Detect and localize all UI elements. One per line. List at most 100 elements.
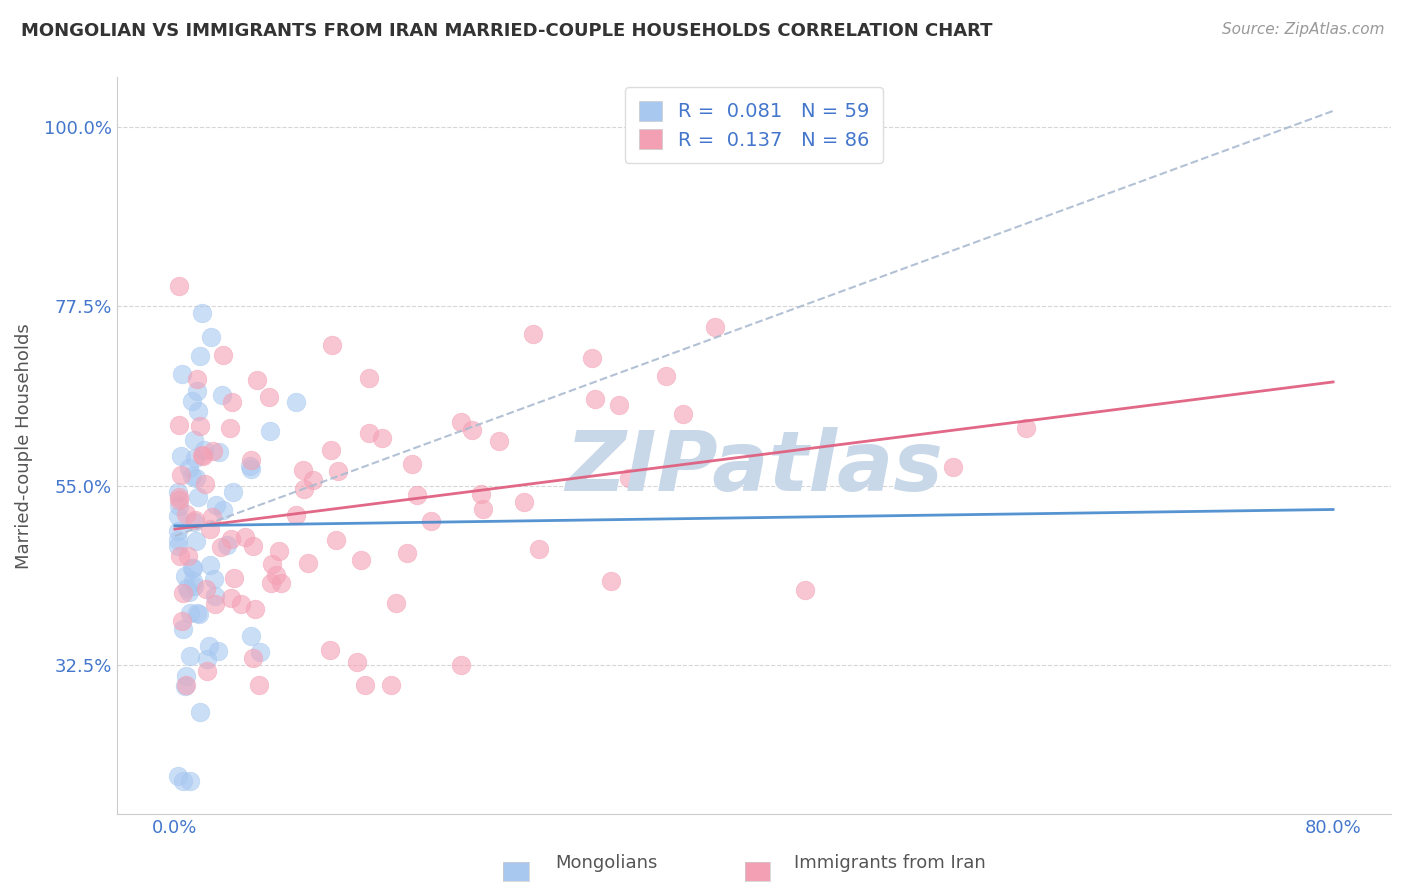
- Point: [186, 384, 208, 399]
- Point: [231, 597, 253, 611]
- Point: [188, 705, 211, 719]
- Point: [167, 524, 190, 538]
- Point: [219, 421, 242, 435]
- Point: [212, 503, 235, 517]
- Point: [259, 424, 281, 438]
- Point: [243, 602, 266, 616]
- Point: [420, 514, 443, 528]
- Point: [188, 349, 211, 363]
- Point: [200, 329, 222, 343]
- Point: [522, 326, 544, 341]
- Point: [260, 576, 283, 591]
- Point: [172, 773, 194, 788]
- Point: [183, 434, 205, 448]
- Point: [321, 338, 343, 352]
- Point: [176, 678, 198, 692]
- Legend: R =  0.081   N = 59, R =  0.137   N = 86: R = 0.081 N = 59, R = 0.137 N = 86: [626, 87, 883, 163]
- Point: [183, 515, 205, 529]
- Point: [249, 645, 271, 659]
- Point: [460, 423, 482, 437]
- Point: [285, 394, 308, 409]
- Point: [270, 576, 292, 591]
- Point: [167, 418, 190, 433]
- Point: [472, 502, 495, 516]
- Point: [167, 490, 190, 504]
- Point: [239, 459, 262, 474]
- Point: [704, 320, 727, 334]
- Point: [321, 442, 343, 457]
- Point: [297, 557, 319, 571]
- Point: [166, 769, 188, 783]
- Point: [166, 539, 188, 553]
- Point: [328, 464, 350, 478]
- Point: [174, 507, 197, 521]
- Point: [181, 574, 204, 588]
- Point: [222, 485, 245, 500]
- Point: [581, 351, 603, 365]
- Point: [583, 392, 606, 407]
- Point: [181, 469, 204, 483]
- Point: [180, 394, 202, 409]
- Point: [240, 461, 263, 475]
- Point: [170, 614, 193, 628]
- Point: [201, 509, 224, 524]
- Point: [172, 622, 194, 636]
- Point: [211, 388, 233, 402]
- Point: [166, 485, 188, 500]
- Point: [187, 404, 209, 418]
- Point: [246, 373, 269, 387]
- Point: [183, 579, 205, 593]
- Point: [170, 449, 193, 463]
- Point: [179, 606, 201, 620]
- Point: [609, 399, 631, 413]
- Point: [186, 534, 208, 549]
- Point: [179, 584, 201, 599]
- Point: [172, 586, 194, 600]
- Point: [672, 408, 695, 422]
- Text: Mongolians: Mongolians: [555, 855, 658, 872]
- Point: [195, 582, 218, 597]
- Y-axis label: Married-couple Households: Married-couple Households: [15, 323, 32, 568]
- Point: [202, 444, 225, 458]
- Point: [267, 544, 290, 558]
- Point: [173, 569, 195, 583]
- Text: Immigrants from Iran: Immigrants from Iran: [794, 855, 986, 872]
- Point: [205, 498, 228, 512]
- Point: [198, 558, 221, 572]
- Point: [242, 539, 264, 553]
- Point: [184, 471, 207, 485]
- Point: [179, 773, 201, 788]
- Point: [233, 530, 256, 544]
- Point: [264, 568, 287, 582]
- Point: [395, 546, 418, 560]
- Point: [319, 643, 342, 657]
- Point: [219, 591, 242, 605]
- Point: [172, 367, 194, 381]
- Point: [292, 482, 315, 496]
- Point: [209, 540, 232, 554]
- Point: [181, 561, 204, 575]
- Point: [177, 461, 200, 475]
- Point: [470, 486, 492, 500]
- Point: [212, 348, 235, 362]
- Point: [357, 371, 380, 385]
- Point: [284, 508, 307, 522]
- Point: [242, 651, 264, 665]
- Point: [942, 460, 965, 475]
- Point: [406, 487, 429, 501]
- Point: [188, 419, 211, 434]
- Point: [527, 541, 550, 556]
- Point: [247, 678, 270, 692]
- Point: [194, 477, 217, 491]
- Point: [794, 582, 817, 597]
- Point: [198, 522, 221, 536]
- Point: [354, 678, 377, 692]
- Point: [1015, 420, 1038, 434]
- Point: [195, 652, 218, 666]
- Point: [174, 669, 197, 683]
- Point: [193, 442, 215, 457]
- Point: [260, 557, 283, 571]
- Text: Source: ZipAtlas.com: Source: ZipAtlas.com: [1222, 22, 1385, 37]
- Point: [488, 434, 510, 448]
- Point: [179, 648, 201, 663]
